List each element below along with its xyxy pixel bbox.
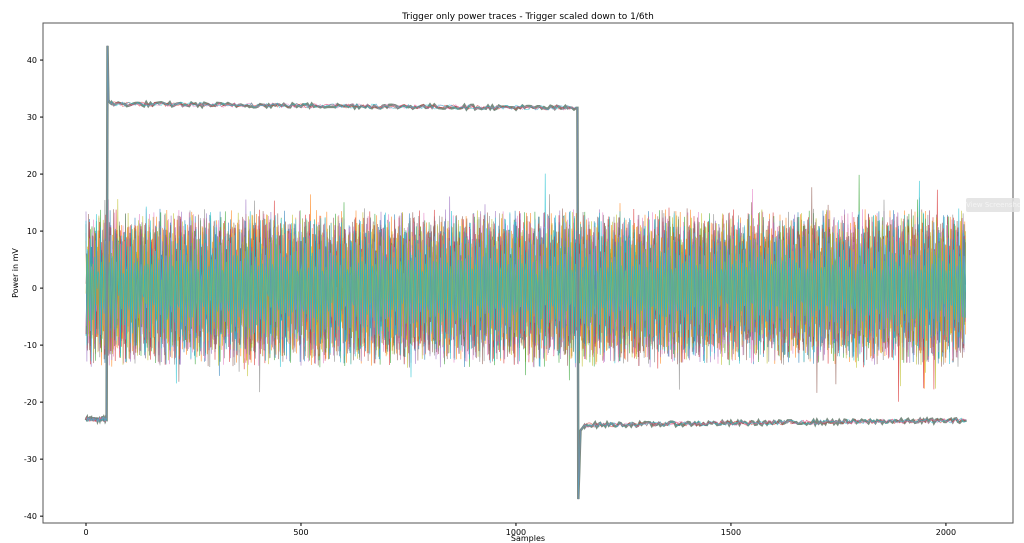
traces-group [84,45,967,500]
x-axis-label: Samples [511,534,545,543]
y-tick-label: -30 [24,455,37,464]
y-tick-label: -10 [24,341,37,350]
x-tick-label: 500 [293,528,308,537]
y-tick-label: 40 [27,56,37,65]
x-tick-label: 0 [83,528,88,537]
x-axis: 0 500 1000 1500 2000 [83,523,956,537]
x-tick-label: 1000 [506,528,526,537]
y-tick-label: 0 [32,284,37,293]
y-axis-label: Power in mV [11,248,20,298]
plot-frame [42,22,1014,524]
x-tick-label: 2000 [936,528,956,537]
x-tick-label: 1500 [721,528,741,537]
trigger-trace [85,45,967,500]
chart-title: Trigger only power traces - Trigger scal… [401,12,654,22]
view-screenshot-button[interactable]: View Screenshot [966,198,1020,212]
y-tick-label: 30 [27,113,37,122]
y-axis: -40 -30 -20 -10 0 10 20 30 40 [24,56,43,521]
y-tick-label: 10 [27,227,37,236]
power-trace-10 [85,173,966,384]
y-tick-label: -20 [24,398,37,407]
y-tick-label: -40 [24,512,37,521]
y-tick-label: 20 [27,170,37,179]
